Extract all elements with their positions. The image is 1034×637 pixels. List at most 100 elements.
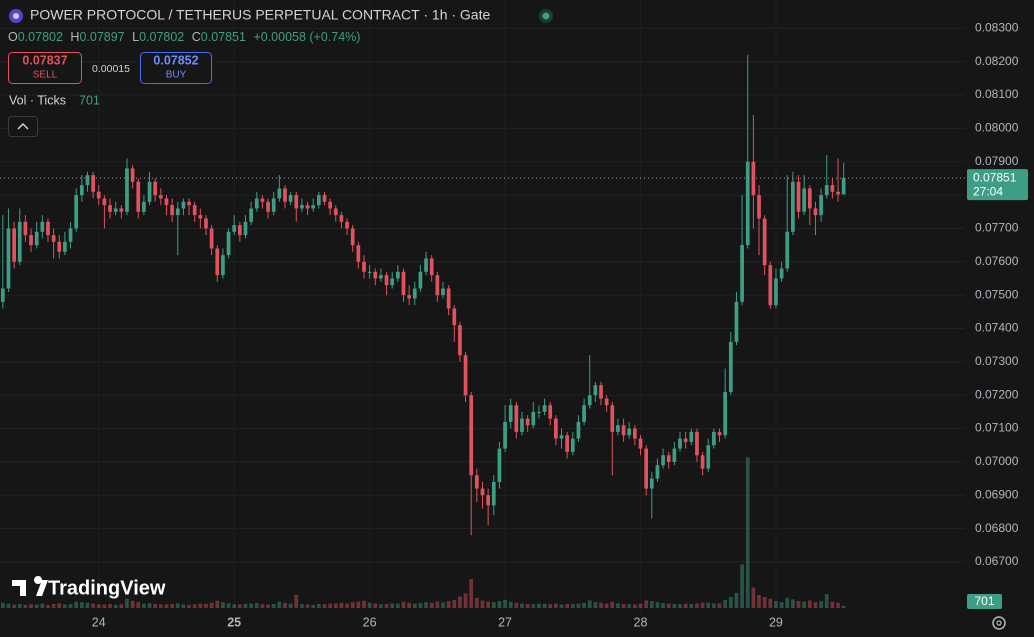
volume-bar [757, 594, 761, 608]
buy-button[interactable] [140, 52, 212, 84]
collapse-button[interactable] [8, 116, 38, 137]
volume-bar [785, 597, 790, 608]
candle-body [390, 278, 395, 286]
candle-body [429, 258, 434, 276]
candle-body [277, 188, 282, 199]
volume-bar [164, 604, 169, 608]
volume-bar [294, 594, 299, 608]
x-tick-label: 27 [498, 615, 512, 629]
volume-bar [683, 603, 688, 608]
volume-bar [271, 603, 276, 608]
candle-body [119, 208, 124, 212]
volume-bar [243, 603, 248, 608]
candle-body [23, 221, 28, 236]
candle-body [29, 235, 33, 246]
volume-bar [480, 600, 485, 608]
candle-body [745, 161, 750, 246]
candle-body [774, 278, 778, 306]
ohlc-label: H [70, 30, 79, 44]
ohlc-legend: O0.07802 H0.07897 L0.07802 C0.07851 +0.0… [8, 30, 360, 44]
volume-bar [108, 603, 112, 608]
volume-bar [678, 604, 682, 608]
volume-bar [661, 603, 665, 608]
candle-body [384, 275, 389, 286]
candle-layer [0, 55, 846, 536]
volume-bar [830, 601, 835, 608]
volume-bar [819, 601, 823, 608]
axes: 0.06700 0.06800 0.06900 0.07000 0.07100 0.072… [0, 21, 1028, 629]
volume-bar [802, 601, 807, 608]
candle-body [333, 208, 338, 216]
volume-legend-label: Vol · Ticks [9, 93, 66, 107]
volume-bar [734, 592, 739, 608]
volume-bar [791, 599, 795, 608]
volume-bar [548, 604, 553, 608]
candle-body [819, 195, 823, 216]
volume-bar [807, 600, 812, 608]
volume-bar [666, 603, 671, 608]
volume-bar [215, 600, 220, 608]
last-price-box [967, 169, 1028, 201]
volume-bar [824, 594, 829, 608]
candle-body [130, 168, 135, 182]
candle-body [316, 195, 321, 206]
y-tick-label: 0.06800 [975, 521, 1019, 535]
volume-bar [367, 602, 372, 608]
volume-bar [345, 603, 349, 608]
volume-bar [328, 603, 332, 608]
volume-bar [125, 598, 129, 608]
settings-icon[interactable] [992, 616, 1006, 630]
volume-bar [458, 596, 462, 608]
candle-body [367, 271, 372, 273]
volume-bar [813, 602, 818, 608]
volume-bar [102, 604, 107, 608]
volume-bar [774, 601, 778, 608]
y-tick-label: 0.08100 [975, 87, 1019, 101]
candle-body [666, 455, 671, 462]
candle-body [689, 431, 694, 442]
candle-body [633, 428, 637, 439]
volume-bar [226, 603, 231, 608]
y-tick-label: 0.08300 [975, 21, 1019, 35]
volume-bar [616, 603, 620, 608]
volume-bar [130, 600, 135, 608]
candle-body [480, 488, 485, 496]
ohlc-label: O [8, 30, 18, 44]
brand-logo [12, 576, 48, 596]
chart-title: POWER PROTOCOL / TETHERUS PERPETUAL CONT… [30, 7, 490, 23]
volume-bar [554, 603, 558, 608]
volume-layer [0, 457, 846, 608]
candle-body [254, 198, 259, 209]
candle-body [164, 198, 169, 206]
candle-body [142, 201, 146, 212]
candle-body [469, 395, 474, 476]
volume-bar [153, 603, 158, 608]
sell-button[interactable] [8, 52, 82, 84]
candle-body [113, 208, 118, 212]
volume-bar [582, 603, 586, 608]
candle-body [147, 181, 152, 202]
volume-bar [305, 604, 310, 608]
volume-bar [407, 602, 411, 608]
candle-body [824, 185, 829, 196]
volume-bar [627, 604, 632, 608]
volume-bar [429, 602, 434, 608]
candle-body [841, 178, 846, 195]
volume-bar [841, 605, 846, 608]
y-tick-label: 0.07500 [975, 287, 1019, 301]
candle-body [46, 221, 50, 236]
volume-bar [74, 601, 79, 608]
volume-bar [237, 604, 242, 608]
candle-body [125, 168, 129, 212]
candle-body [271, 198, 276, 212]
candle-body [17, 221, 22, 262]
sell-price: 0.07837 [22, 53, 67, 67]
candle-body [531, 411, 536, 426]
volume-bar [34, 604, 39, 608]
candle-body [108, 205, 112, 212]
candle-body [616, 425, 620, 432]
volume-bar [565, 603, 570, 608]
volume-bar [486, 601, 491, 608]
volume-bar [796, 601, 801, 608]
volume-bar [514, 602, 519, 608]
